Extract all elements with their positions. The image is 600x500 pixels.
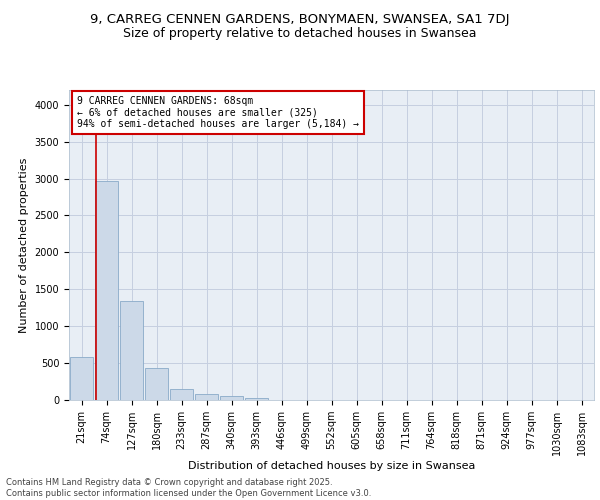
Bar bbox=[120, 301, 143, 400]
Bar bbox=[170, 388, 193, 400]
Bar bbox=[70, 357, 93, 400]
Text: Size of property relative to detached houses in Swansea: Size of property relative to detached ho… bbox=[123, 28, 477, 40]
Y-axis label: Number of detached properties: Number of detached properties bbox=[19, 158, 29, 332]
Bar bbox=[195, 394, 218, 400]
Bar bbox=[95, 181, 118, 400]
Text: 9 CARREG CENNEN GARDENS: 68sqm
← 6% of detached houses are smaller (325)
94% of : 9 CARREG CENNEN GARDENS: 68sqm ← 6% of d… bbox=[77, 96, 359, 130]
Bar bbox=[245, 398, 268, 400]
X-axis label: Distribution of detached houses by size in Swansea: Distribution of detached houses by size … bbox=[188, 460, 475, 470]
Bar bbox=[145, 368, 168, 400]
Bar bbox=[220, 396, 243, 400]
Text: 9, CARREG CENNEN GARDENS, BONYMAEN, SWANSEA, SA1 7DJ: 9, CARREG CENNEN GARDENS, BONYMAEN, SWAN… bbox=[90, 12, 510, 26]
Text: Contains HM Land Registry data © Crown copyright and database right 2025.
Contai: Contains HM Land Registry data © Crown c… bbox=[6, 478, 371, 498]
